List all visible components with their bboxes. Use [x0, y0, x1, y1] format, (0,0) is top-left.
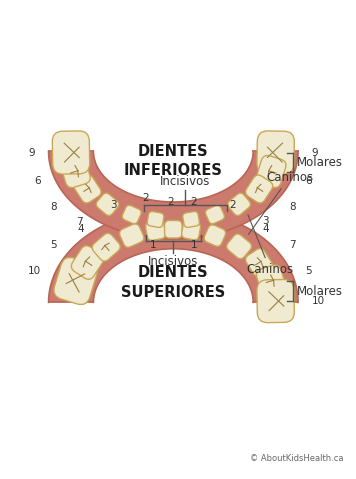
FancyBboxPatch shape: [182, 221, 200, 240]
FancyBboxPatch shape: [52, 131, 90, 174]
FancyBboxPatch shape: [228, 193, 251, 216]
Text: 3: 3: [262, 216, 269, 226]
FancyBboxPatch shape: [257, 131, 294, 174]
Text: 6: 6: [35, 176, 41, 186]
Text: Incisivos: Incisivos: [160, 175, 210, 188]
Text: Caninos: Caninos: [248, 171, 313, 234]
FancyBboxPatch shape: [204, 225, 226, 246]
Text: Caninos: Caninos: [246, 215, 294, 276]
FancyBboxPatch shape: [122, 205, 141, 224]
Text: Molares: Molares: [297, 285, 343, 297]
FancyBboxPatch shape: [146, 220, 166, 240]
Text: 7: 7: [76, 217, 83, 227]
Text: 10: 10: [312, 296, 325, 306]
Text: 2: 2: [167, 197, 174, 207]
Text: 5: 5: [51, 240, 57, 250]
Text: 6: 6: [306, 176, 312, 186]
Text: 2: 2: [143, 193, 149, 203]
Text: 4: 4: [78, 224, 84, 234]
Text: 2: 2: [191, 197, 197, 207]
FancyBboxPatch shape: [246, 249, 273, 276]
Text: 9: 9: [312, 148, 318, 158]
Text: 10: 10: [28, 266, 41, 276]
FancyBboxPatch shape: [226, 234, 252, 259]
Polygon shape: [48, 151, 298, 239]
Text: 9: 9: [28, 148, 35, 158]
Text: 5: 5: [306, 266, 312, 276]
FancyBboxPatch shape: [74, 175, 101, 203]
FancyBboxPatch shape: [256, 156, 286, 188]
FancyBboxPatch shape: [147, 212, 164, 228]
Text: DIENTES
SUPERIORES: DIENTES SUPERIORES: [121, 265, 225, 300]
Polygon shape: [48, 210, 298, 302]
Text: 3: 3: [110, 200, 117, 210]
Text: 7: 7: [289, 240, 296, 250]
FancyBboxPatch shape: [54, 257, 97, 305]
FancyBboxPatch shape: [120, 224, 144, 247]
FancyBboxPatch shape: [96, 193, 119, 216]
Text: Incisivos: Incisivos: [148, 255, 199, 268]
FancyBboxPatch shape: [257, 280, 294, 323]
FancyBboxPatch shape: [246, 175, 273, 203]
FancyBboxPatch shape: [71, 246, 104, 279]
FancyBboxPatch shape: [183, 212, 199, 228]
Text: 8: 8: [289, 202, 296, 212]
Text: © AboutKidsHealth.ca: © AboutKidsHealth.ca: [250, 454, 344, 463]
Text: 8: 8: [51, 202, 57, 212]
Text: 2: 2: [230, 200, 236, 210]
FancyBboxPatch shape: [61, 156, 90, 188]
Text: DIENTES
INFERIORES: DIENTES INFERIORES: [124, 144, 223, 179]
Text: 1: 1: [149, 240, 156, 250]
Text: 1: 1: [191, 240, 197, 250]
FancyBboxPatch shape: [164, 220, 182, 238]
FancyBboxPatch shape: [256, 265, 286, 297]
FancyBboxPatch shape: [92, 233, 120, 261]
Text: Molares: Molares: [297, 156, 343, 169]
FancyBboxPatch shape: [205, 205, 224, 224]
Text: 4: 4: [262, 224, 269, 234]
